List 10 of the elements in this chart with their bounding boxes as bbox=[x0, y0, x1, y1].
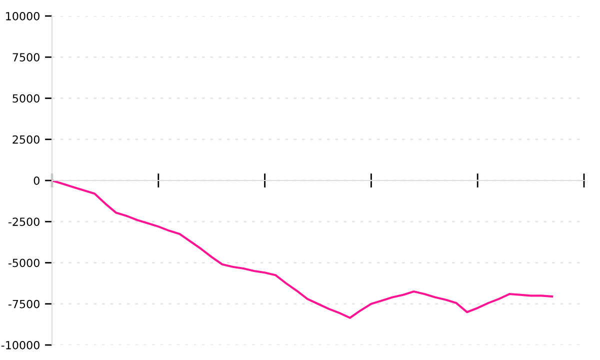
y-tick-label: -5000 bbox=[8, 258, 40, 268]
y-tick-label: 0 bbox=[34, 176, 40, 185]
y-tick-label: -7500 bbox=[8, 300, 40, 308]
line-series bbox=[52, 179, 554, 319]
y-tick-label: 5000 bbox=[12, 94, 40, 103]
y-tick-label: -10000 bbox=[1, 340, 40, 350]
y-tick-label: 7500 bbox=[12, 53, 40, 62]
y-tick-label: -2500 bbox=[8, 218, 40, 226]
y-tick-label: 10000 bbox=[6, 12, 40, 20]
y-tick-label: 2500 bbox=[12, 135, 40, 144]
